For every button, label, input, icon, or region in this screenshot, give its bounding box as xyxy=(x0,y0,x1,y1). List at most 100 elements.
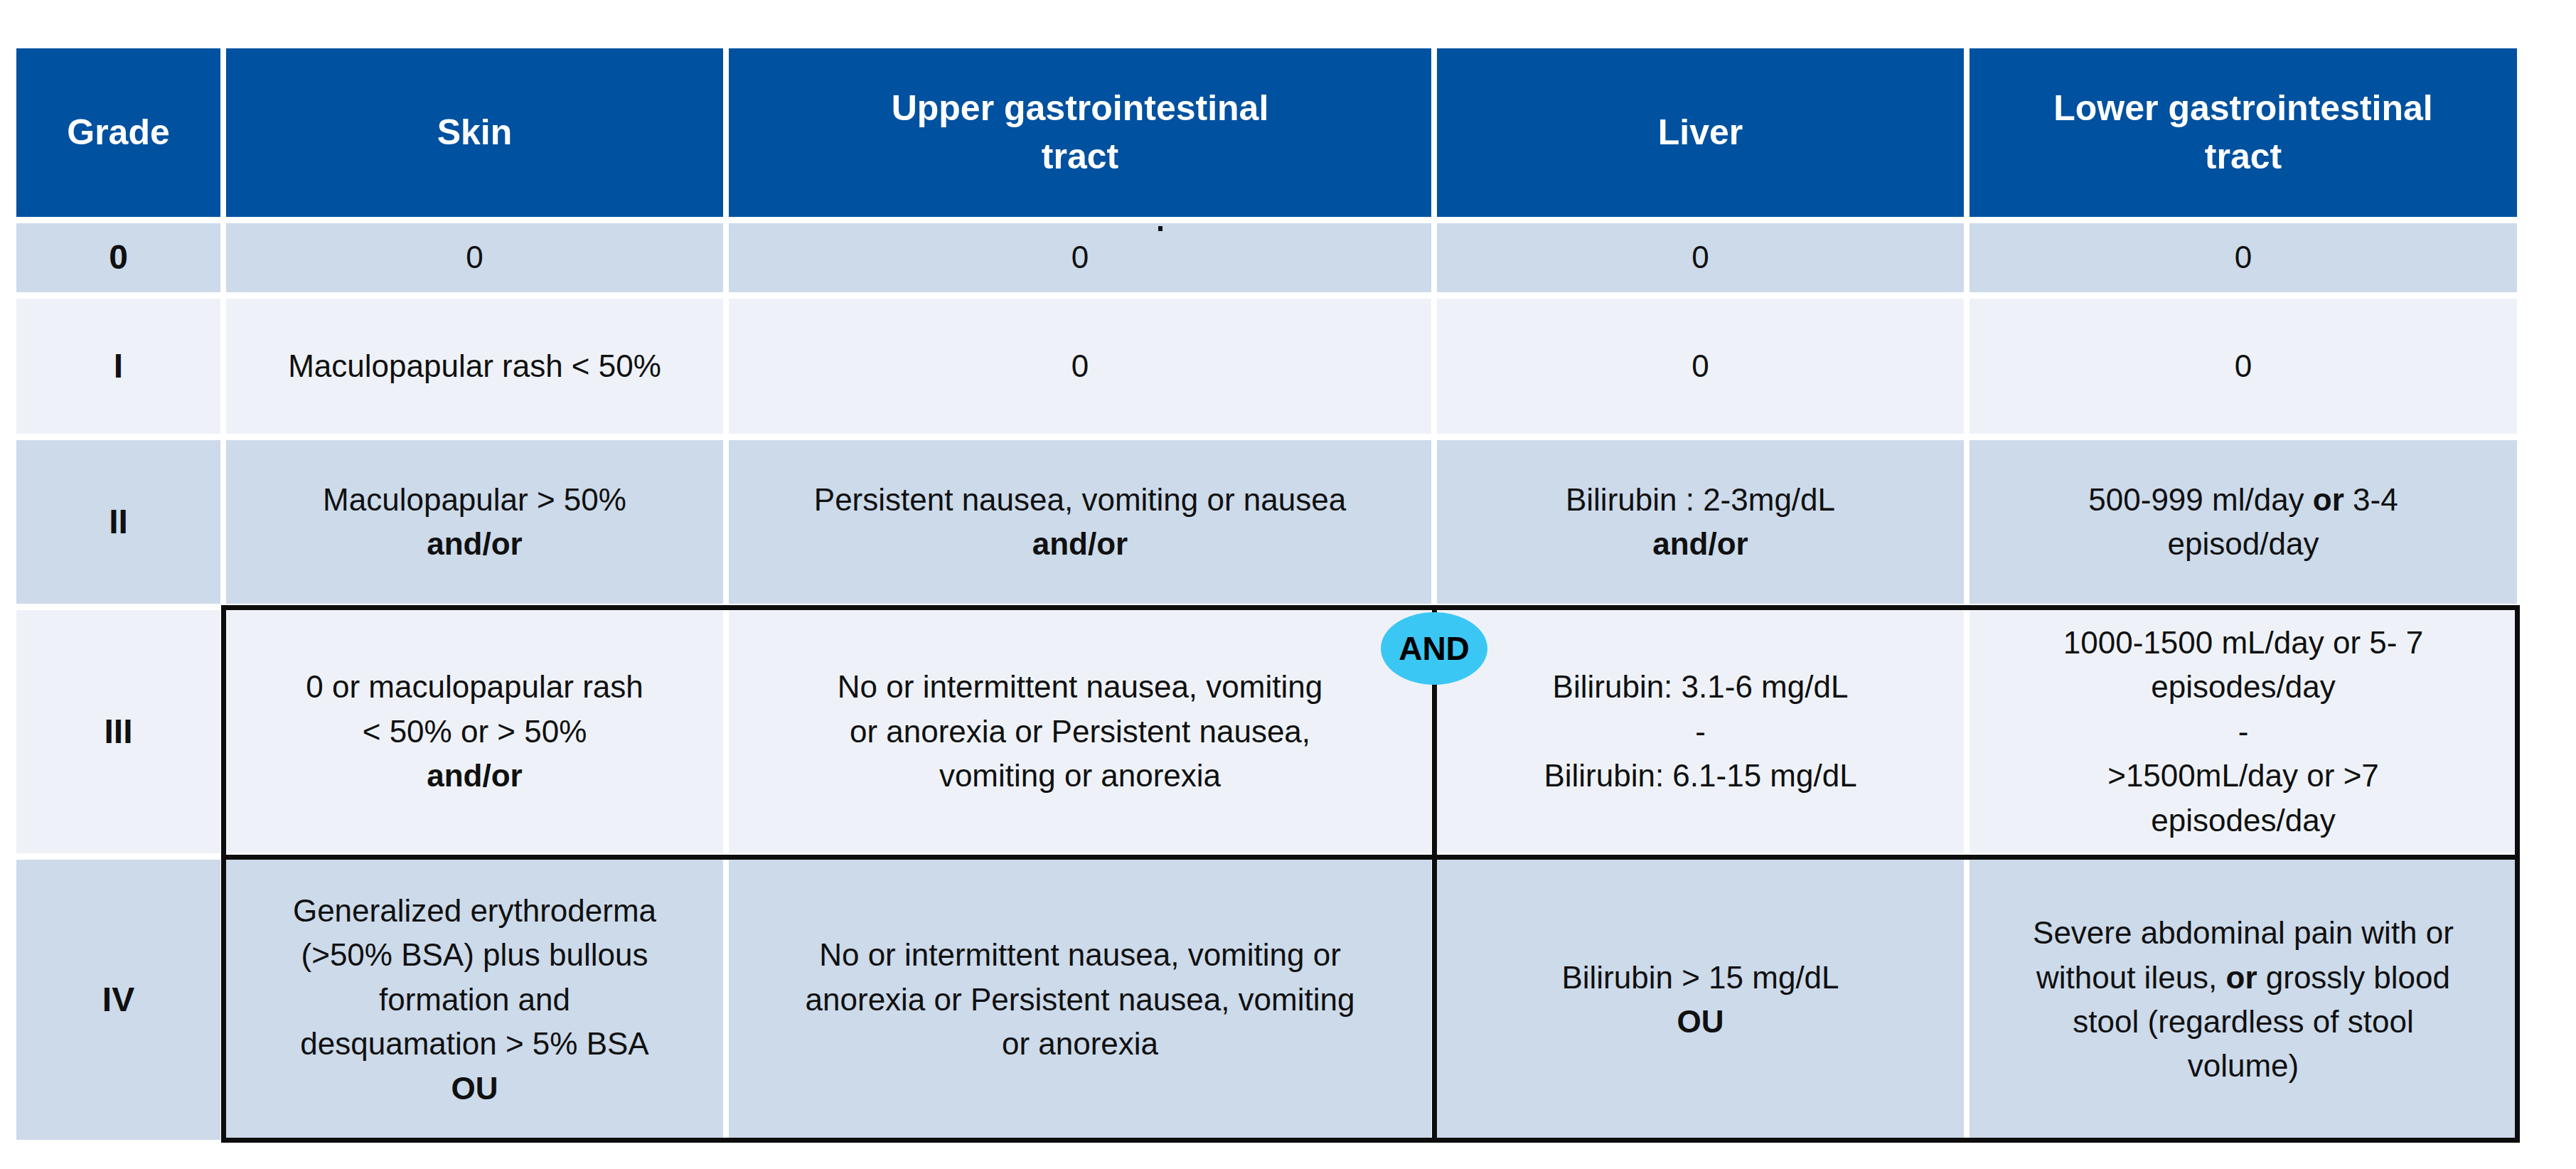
cell-line: or anorexia or Persistent nausea, xyxy=(850,710,1310,754)
cell-text: 0 xyxy=(1691,348,1709,383)
cell-line: < 50% or > 50% xyxy=(363,710,587,754)
cell-line: 500-999 ml/day or 3-4 xyxy=(2088,478,2398,522)
cell-line: 0 xyxy=(2235,344,2252,388)
cell-text: - xyxy=(2238,714,2249,749)
cell-text: desquamation > 5% BSA xyxy=(300,1026,648,1061)
cell-line: and/or xyxy=(427,754,522,798)
cell-line: Bilirubin: 3.1-6 mg/dL xyxy=(1553,665,1849,709)
header-upper-gi-line: Upper gastrointestinal xyxy=(892,85,1269,133)
cell-text: stool (regardless of stool xyxy=(2073,1004,2413,1039)
and-badge-label: AND xyxy=(1399,629,1470,668)
cell-text-bold: and/or xyxy=(1032,526,1128,561)
header-skin: Skin xyxy=(226,48,723,217)
cell-text-bold: or xyxy=(2226,960,2257,995)
cell-line: Bilirubin : 2-3mg/dL xyxy=(1566,478,1835,522)
cell-line: 0 xyxy=(1691,344,1709,388)
header-liver: Liver xyxy=(1437,48,1964,217)
cell-text: Maculopapular > 50% xyxy=(323,482,626,517)
cell-text: Bilirubin : 2-3mg/dL xyxy=(1566,482,1835,517)
cell-line: - xyxy=(1695,710,1706,754)
cell-line: vomiting or anorexia xyxy=(939,754,1221,798)
cell-text: volume) xyxy=(2188,1048,2299,1083)
cell-line: 0 xyxy=(466,235,483,279)
cell-line: Persistent nausea, vomiting or nausea xyxy=(814,478,1346,522)
cell-line: stool (regardless of stool xyxy=(2073,1000,2413,1044)
cell-line: 0 xyxy=(1071,344,1089,388)
cell-0-lower-gi: 0 xyxy=(1970,223,2517,292)
cell-II-upper-gi: Persistent nausea, vomiting or nausea and… xyxy=(729,440,1431,604)
cell-text: No or intermittent nausea, vomiting xyxy=(838,669,1322,704)
cell-text: grossly blood xyxy=(2257,960,2450,995)
cell-text-bold: and/or xyxy=(1652,526,1748,561)
header-lower-gi-line: Lower gastrointestinal xyxy=(2053,85,2432,133)
cell-line: Severe abdominal pain with or xyxy=(2033,911,2454,955)
cell-text: or anorexia or Persistent nausea, xyxy=(850,714,1310,749)
cell-I-lower-gi: 0 xyxy=(1970,299,2517,434)
cell-IV-liver: Bilirubin > 15 mg/dL OU xyxy=(1437,860,1964,1140)
header-lower-gi-line: tract xyxy=(2205,133,2282,181)
cell-text: episodes/day xyxy=(2151,803,2335,838)
cell-IV-skin: Generalized erythroderma (>50% BSA) plus … xyxy=(226,860,723,1140)
and-badge: AND xyxy=(1381,612,1487,685)
cell-grade-0: 0 xyxy=(16,223,220,292)
cell-grade-IV: IV xyxy=(16,860,220,1140)
cell-text: 1000-1500 mL/day or 5- 7 xyxy=(2063,625,2423,660)
cell-line: formation and xyxy=(379,978,570,1022)
cell-text: Bilirubin > 15 mg/dL xyxy=(1561,960,1839,995)
cell-line: 0 or maculopapular rash xyxy=(306,665,643,709)
cell-line: OU xyxy=(451,1067,498,1111)
header-skin-line: Skin xyxy=(437,109,513,157)
cell-text: Bilirubin: 3.1-6 mg/dL xyxy=(1553,669,1849,704)
stray-mark xyxy=(1158,226,1163,231)
cell-line: episodes/day xyxy=(2151,665,2335,709)
cell-line: and/or xyxy=(427,522,522,566)
cell-I-liver: 0 xyxy=(1437,299,1964,434)
cell-text: formation and xyxy=(379,982,570,1017)
cell-IV-upper-gi: No or intermittent nausea, vomiting or an… xyxy=(729,860,1431,1140)
cell-line: 0 xyxy=(1691,235,1709,279)
cell-line: and/or xyxy=(1652,522,1748,566)
cell-text: 0 xyxy=(1071,240,1089,274)
cell-0-skin: 0 xyxy=(226,223,723,292)
cell-text-bold: and/or xyxy=(427,758,522,793)
cell-I-upper-gi: 0 xyxy=(729,299,1431,434)
cell-text: - xyxy=(1695,714,1706,749)
cell-line: episod/day xyxy=(2168,522,2319,566)
cell-line: - xyxy=(2238,710,2249,754)
cell-line: without ileus, or grossly blood xyxy=(2036,956,2450,1000)
header-lower-gi: Lower gastrointestinaltract xyxy=(1970,48,2517,217)
cell-line: anorexia or Persistent nausea, vomiting xyxy=(806,978,1355,1022)
cell-IV-lower-gi: Severe abdominal pain with orwithout ile… xyxy=(1970,860,2517,1140)
cell-text: without ileus, xyxy=(2036,960,2226,995)
cell-text: Maculopapular rash < 50% xyxy=(288,348,661,383)
cell-text: 0 or maculopapular rash xyxy=(306,669,643,704)
cell-line: Maculopapular rash < 50% xyxy=(288,344,661,388)
header-liver-line: Liver xyxy=(1658,109,1743,157)
cell-text: 0 xyxy=(2235,240,2252,274)
cell-line: No or intermittent nausea, vomiting xyxy=(838,665,1322,709)
cell-text: Generalized erythroderma xyxy=(293,893,656,928)
cell-text: < 50% or > 50% xyxy=(363,714,587,749)
cell-text: Persistent nausea, vomiting or nausea xyxy=(814,482,1346,517)
cell-line: 1000-1500 mL/day or 5- 7 xyxy=(2063,621,2423,665)
cell-line: >1500mL/day or >7 xyxy=(2107,754,2379,798)
cell-line: volume) xyxy=(2188,1044,2299,1088)
cell-line: 0 xyxy=(1071,235,1089,279)
grade-table: GradeSkinUpper gastrointestinaltractLive… xyxy=(16,48,2517,1140)
cell-I-skin: Maculopapular rash < 50% xyxy=(226,299,723,434)
cell-text: (>50% BSA) plus bullous xyxy=(301,937,648,972)
cell-line: (>50% BSA) plus bullous xyxy=(301,933,648,977)
header-upper-gi: Upper gastrointestinaltract xyxy=(729,48,1431,217)
cell-text-bold: OU xyxy=(1677,1004,1724,1039)
cell-text-bold: OU xyxy=(451,1071,498,1106)
cell-line: Bilirubin: 6.1-15 mg/dL xyxy=(1544,754,1856,798)
cell-text: No or intermittent nausea, vomiting or xyxy=(819,937,1341,972)
cell-text: 0 xyxy=(466,240,483,274)
cell-grade-II: II xyxy=(16,440,220,604)
cell-text: vomiting or anorexia xyxy=(939,758,1221,793)
cell-text: 500-999 ml/day xyxy=(2088,482,2313,517)
cell-line: Maculopapular > 50% xyxy=(323,478,626,522)
cell-line: Generalized erythroderma xyxy=(293,889,656,933)
cell-text: 0 xyxy=(1071,348,1089,383)
cell-text: 0 xyxy=(1691,240,1709,274)
